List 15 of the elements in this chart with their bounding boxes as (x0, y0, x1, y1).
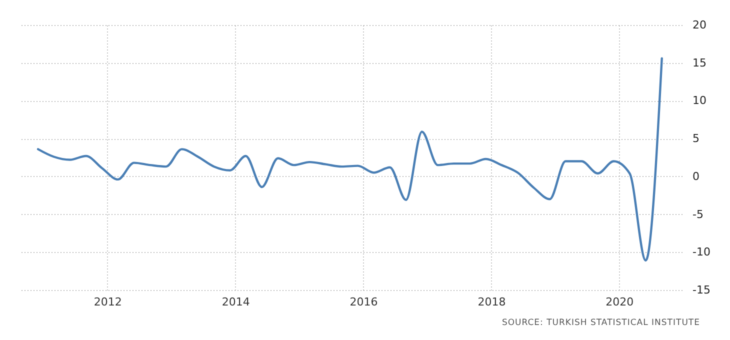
x-tick-label: 2020 (606, 296, 634, 308)
source-note: SOURCE: TURKISH STATISTICAL INSTITUTE (500, 318, 700, 328)
y-tick-label: 5 (692, 132, 700, 146)
line-series (36, 57, 663, 262)
y-tick-label: 15 (692, 56, 706, 70)
x-tick-label: 2018 (478, 296, 506, 308)
y-tick-label: -15 (692, 284, 710, 296)
y-tick-label: -5 (692, 208, 704, 221)
y-tick-label: -10 (692, 246, 710, 259)
y-tick-label: 0 (692, 170, 700, 183)
y-tick-label: 10 (692, 94, 706, 108)
x-tick-label: 2014 (222, 296, 250, 308)
x-tick-label: 2012 (94, 296, 122, 308)
x-tick-label: 2016 (350, 296, 378, 308)
y-tick-label: 20 (692, 18, 706, 32)
